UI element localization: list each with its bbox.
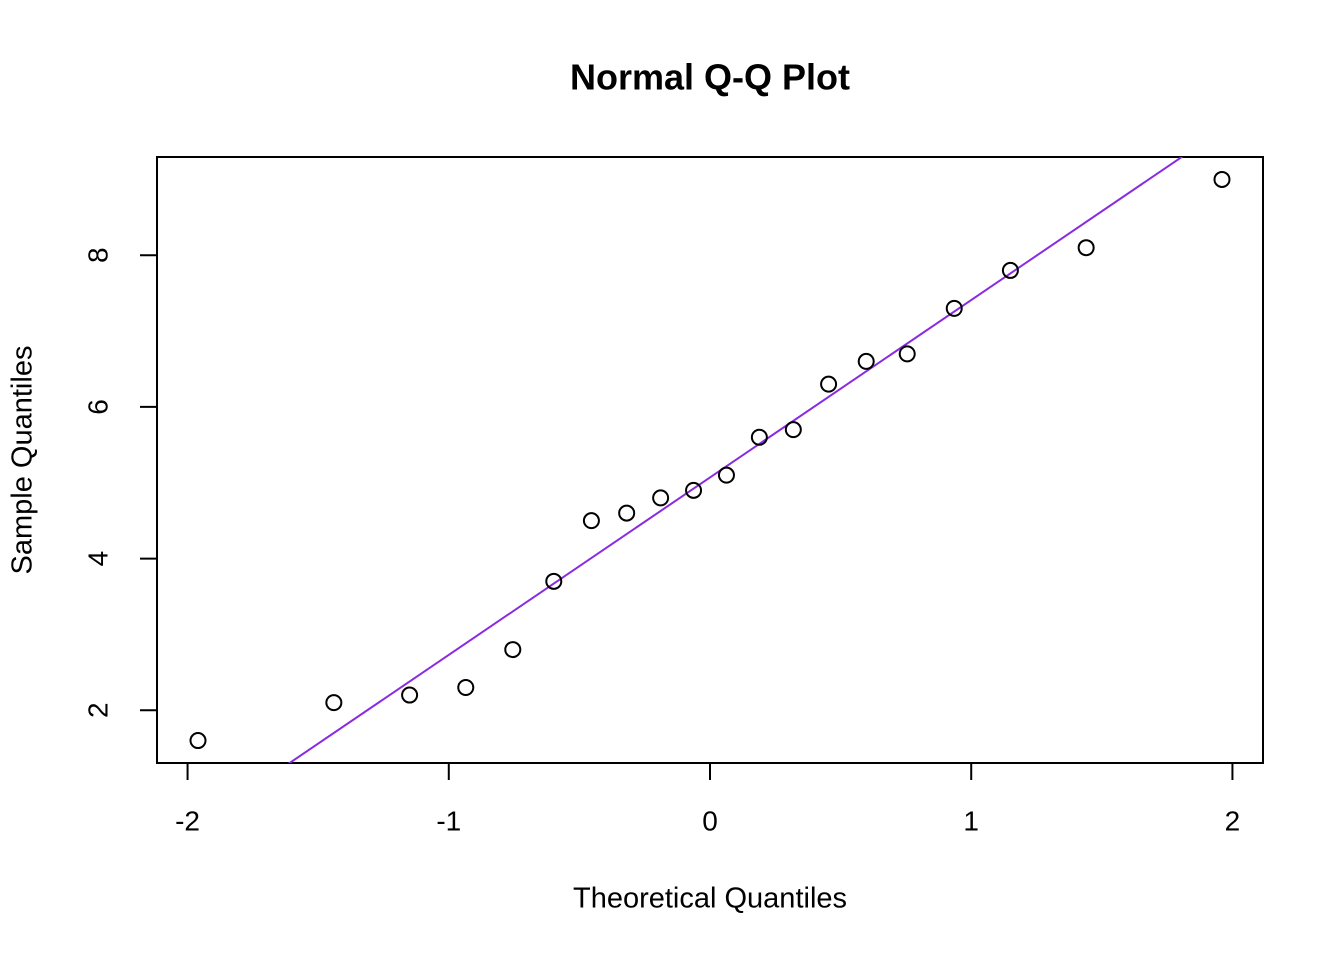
chart-title: Normal Q-Q Plot — [570, 57, 850, 98]
x-tick-label: -2 — [175, 805, 200, 836]
point — [1001, 261, 1019, 279]
y-tick-label: 8 — [82, 247, 113, 263]
point — [401, 686, 419, 704]
point — [545, 572, 563, 590]
point — [820, 375, 838, 393]
point — [945, 299, 963, 317]
point — [1077, 239, 1095, 257]
plot-frame — [156, 156, 1264, 764]
point — [1213, 170, 1231, 188]
x-axis-label: Theoretical Quantiles — [573, 883, 847, 915]
point — [685, 481, 703, 499]
point — [857, 352, 875, 370]
point — [189, 732, 207, 750]
x-tick-label: 1 — [963, 805, 979, 836]
point — [325, 694, 343, 712]
point — [717, 466, 735, 484]
point — [582, 512, 600, 530]
y-axis-label: Sample Quantiles — [7, 346, 39, 575]
reference-line — [287, 157, 1184, 763]
point — [898, 345, 916, 363]
x-tick-label: 0 — [702, 805, 718, 836]
point — [784, 421, 802, 439]
point — [652, 489, 670, 507]
point — [457, 678, 475, 696]
point — [504, 641, 522, 659]
x-tick-label: 2 — [1225, 805, 1241, 836]
y-tick-label: 4 — [82, 551, 113, 567]
y-tick-label: 6 — [82, 399, 113, 415]
point — [750, 428, 768, 446]
x-tick-label: -1 — [436, 805, 461, 836]
y-tick-label: 2 — [82, 702, 113, 718]
point — [618, 504, 636, 522]
